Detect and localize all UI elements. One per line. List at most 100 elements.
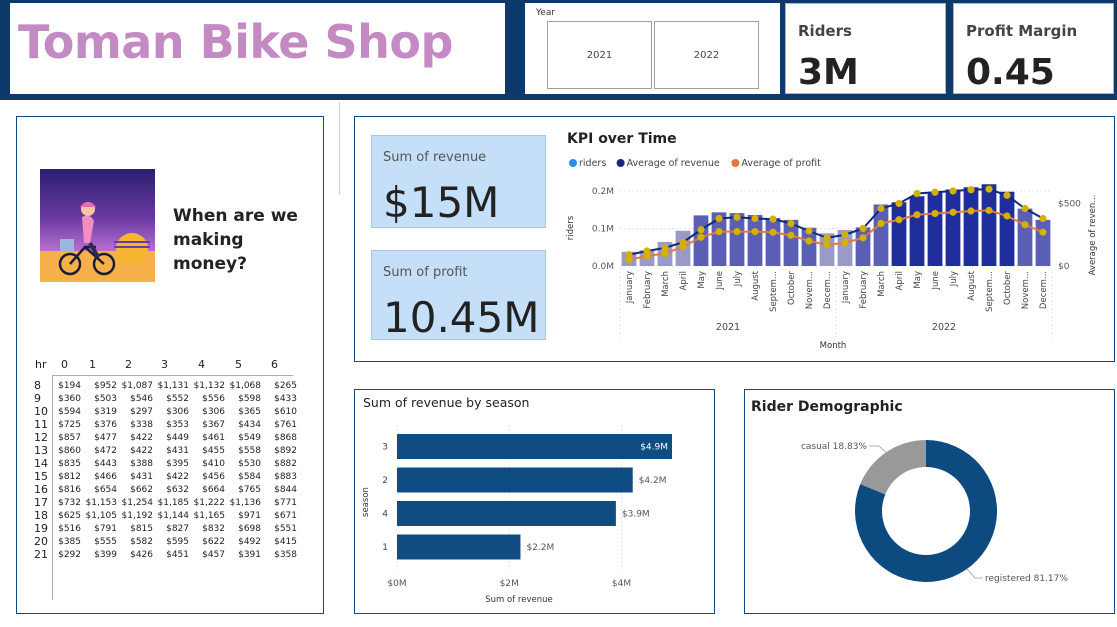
heatmap-col-0: 0	[61, 358, 68, 371]
data-label: $4.2M	[639, 476, 667, 486]
revenue-point[interactable]	[733, 213, 741, 221]
revenue-point[interactable]	[1039, 214, 1047, 223]
y-tick-label: 0.1M	[592, 225, 614, 235]
profit-point[interactable]	[895, 216, 903, 224]
x-tick-label: May	[913, 271, 923, 289]
riders-bar[interactable]	[1035, 219, 1051, 266]
revenue-point[interactable]	[715, 214, 723, 223]
revenue-point[interactable]	[625, 251, 633, 259]
profit-point[interactable]	[967, 207, 975, 215]
revenue-point[interactable]	[913, 189, 921, 198]
profit-point[interactable]	[823, 241, 831, 249]
riders-bar[interactable]	[981, 184, 997, 266]
profit-point[interactable]	[1021, 221, 1029, 229]
riders-bar[interactable]	[819, 233, 835, 266]
season-bar[interactable]	[397, 434, 672, 459]
riders-bar[interactable]	[783, 219, 799, 266]
riders-bar[interactable]	[801, 227, 817, 266]
revenue-point[interactable]	[805, 227, 813, 235]
profit-point[interactable]	[985, 206, 993, 214]
revenue-point[interactable]	[823, 234, 831, 242]
profit-point[interactable]	[697, 233, 705, 241]
heatmap-corner-label: hr	[35, 358, 47, 371]
x-tick-label: February	[643, 271, 653, 309]
revenue-point[interactable]	[697, 226, 705, 234]
data-label: registered 81.17%	[985, 574, 1068, 584]
profit-point[interactable]	[751, 228, 759, 236]
revenue-point[interactable]	[841, 231, 849, 239]
profit-point[interactable]	[715, 228, 723, 236]
riders-bar[interactable]	[711, 212, 727, 266]
revenue-point[interactable]	[787, 219, 795, 228]
riders-bar[interactable]	[999, 191, 1015, 266]
profit-point[interactable]	[1003, 212, 1011, 220]
heatmap-cell: $883	[274, 471, 297, 482]
x-tick-label: $4M	[612, 579, 631, 589]
season-bar[interactable]	[397, 501, 616, 526]
x-tick-label: February	[859, 271, 869, 309]
profit-point[interactable]	[643, 252, 651, 260]
profit-point[interactable]	[913, 211, 921, 219]
profit-point[interactable]	[733, 228, 741, 236]
revenue-point[interactable]	[643, 247, 651, 255]
revenue-point[interactable]	[931, 188, 939, 196]
year-option-2021[interactable]: 2021	[547, 21, 652, 89]
profit-point[interactable]	[679, 243, 687, 251]
x-tick-label: Septem...	[985, 271, 995, 312]
heatmap-cell: $654	[94, 484, 117, 495]
revenue-point[interactable]	[967, 186, 975, 194]
revenue-point[interactable]	[895, 199, 903, 208]
profit-point[interactable]	[805, 237, 813, 245]
riders-bar[interactable]	[945, 189, 961, 267]
season-bar[interactable]	[397, 534, 521, 560]
registered-slice[interactable]	[855, 440, 997, 582]
heatmap-cell: $388	[130, 458, 153, 469]
profit-point[interactable]	[661, 249, 669, 258]
profit-point[interactable]	[1039, 228, 1047, 236]
legend-marker	[616, 159, 625, 167]
riders-bar[interactable]	[747, 215, 763, 266]
heatmap-cell: $594	[58, 406, 81, 417]
riders-bar[interactable]	[891, 202, 907, 266]
revenue-point[interactable]	[751, 214, 759, 223]
profit-point[interactable]	[769, 228, 777, 236]
profit-point[interactable]	[625, 256, 633, 264]
revenue-point[interactable]	[949, 187, 957, 195]
y-tick-label: 1	[382, 543, 388, 553]
profit-point[interactable]	[931, 209, 939, 218]
heatmap-cell: $1,131	[157, 380, 190, 391]
year-option-2022[interactable]: 2022	[654, 21, 759, 89]
profit-point[interactable]	[877, 219, 885, 228]
season-bar[interactable]	[397, 467, 633, 493]
riders-bar[interactable]	[765, 218, 781, 266]
revenue-point[interactable]	[877, 204, 885, 213]
heatmap-cell: $860	[58, 445, 81, 456]
y-tick-label: 4	[382, 510, 388, 520]
x-tick-label: $0M	[387, 579, 406, 589]
heatmap-row: 21 $292 $399 $426 $451 $457 $391 $358	[31, 548, 299, 561]
profit-point[interactable]	[949, 208, 957, 216]
year-slicer: Year 2021 2022	[525, 3, 780, 94]
riders-bar[interactable]	[729, 213, 745, 266]
revenue-point[interactable]	[1021, 204, 1029, 213]
riders-bar[interactable]	[909, 196, 925, 266]
riders-bar[interactable]	[855, 227, 871, 266]
revenue-point[interactable]	[769, 215, 777, 223]
revenue-point[interactable]	[859, 224, 867, 233]
riders-bar[interactable]	[837, 230, 853, 266]
revenue-point[interactable]	[985, 185, 993, 193]
y2-tick-label: $0	[1058, 262, 1070, 272]
profit-point[interactable]	[787, 231, 795, 239]
heatmap-cell: $698	[238, 523, 261, 534]
riders-bar[interactable]	[927, 192, 943, 267]
riders-bar[interactable]	[873, 204, 889, 267]
riders-bar[interactable]	[963, 187, 979, 266]
heatmap-row: 9 $360 $503 $546 $552 $556 $598 $433	[31, 392, 299, 405]
casual-slice[interactable]	[860, 440, 926, 495]
revenue-point[interactable]	[1003, 191, 1011, 199]
riders-bar[interactable]	[1017, 208, 1033, 266]
profit-point[interactable]	[841, 239, 849, 247]
profit-point[interactable]	[859, 234, 867, 242]
heatmap-row: 11 $725 $376 $338 $353 $367 $434 $761	[31, 418, 299, 431]
revenue-point[interactable]	[661, 244, 669, 252]
